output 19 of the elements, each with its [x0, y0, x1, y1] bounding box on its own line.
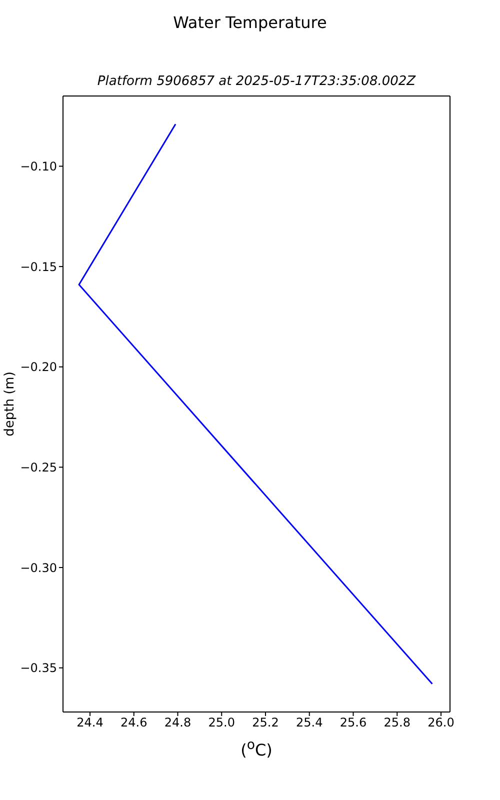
x-tick-label: 24.6: [120, 716, 148, 730]
y-tick-label: −0.30: [20, 560, 57, 575]
y-tick-label: −0.25: [20, 460, 57, 474]
y-tick-label: −0.20: [20, 360, 57, 374]
x-tick-label: 24.4: [76, 716, 104, 730]
x-tick-label: 25.0: [208, 716, 235, 730]
y-tick-label: −0.10: [20, 159, 57, 174]
x-tick-label: 25.2: [252, 716, 279, 730]
y-axis-title: depth (m): [2, 372, 18, 436]
chart-title: Water Temperature: [172, 13, 328, 32]
x-tick-label: 24.8: [164, 716, 192, 730]
x-tick-label: 26.0: [428, 716, 454, 730]
x-tick-label: 25.4: [296, 716, 323, 730]
x-tick-label: 25.6: [340, 716, 367, 730]
y-tick-label: −0.35: [20, 661, 57, 676]
chart-subtitle: Platform 5906857 at 2025-05-17T23:35:08.002Z: [96, 74, 417, 89]
x-tick-label: 25.8: [384, 716, 410, 730]
x-axis-title: ($^{o}$C): [240, 738, 274, 760]
y-tick-label: −0.15: [20, 260, 57, 274]
